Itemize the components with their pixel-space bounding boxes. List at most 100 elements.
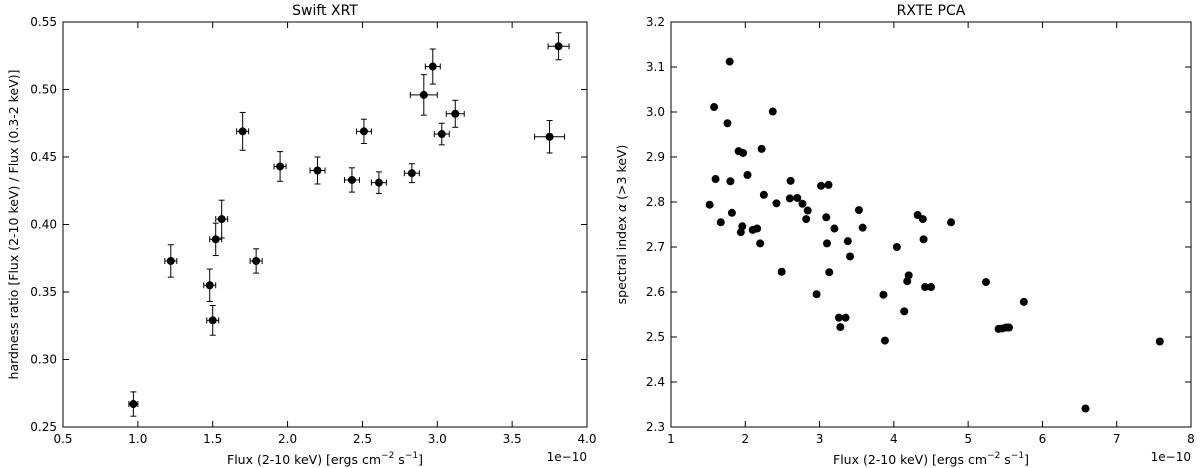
data-point <box>803 206 812 215</box>
data-point <box>370 171 387 194</box>
data-marker <box>843 237 852 246</box>
data-marker <box>777 267 786 276</box>
x-axis-label-superscript: −2 <box>987 451 1000 461</box>
data-marker <box>892 243 901 251</box>
data-point <box>919 235 928 244</box>
data-point <box>249 248 263 274</box>
x-axis-label: Flux (2-10 keV) [ergs cm−2 s−1] <box>833 451 1029 467</box>
y-tick-label: 0.45 <box>30 150 57 164</box>
data-point <box>858 223 867 232</box>
data-point <box>403 163 420 184</box>
data-marker <box>825 268 834 277</box>
data-point <box>879 290 888 299</box>
data-marker <box>846 252 855 261</box>
data-point <box>215 199 229 239</box>
x-tick-label: 7 <box>1113 432 1121 446</box>
data-marker <box>768 107 777 116</box>
x-tick-label: 6 <box>1039 432 1047 446</box>
y-axis-label: spectral index α (>3 keV) <box>614 145 629 305</box>
data-point <box>716 218 725 227</box>
data-marker <box>879 290 888 299</box>
x-offset-label: 1e−10 <box>547 450 587 464</box>
data-point <box>834 313 843 322</box>
data-marker <box>836 323 845 332</box>
data-point <box>725 57 734 66</box>
plot-frame <box>670 21 1192 428</box>
y-tick-label: 2.4 <box>646 375 665 389</box>
data-point <box>206 305 220 336</box>
data-point <box>786 176 795 185</box>
data-point <box>817 181 826 190</box>
y-tick-label: 0.55 <box>30 15 57 29</box>
data-point <box>830 224 839 233</box>
data-point <box>825 268 834 277</box>
data-marker <box>830 224 839 233</box>
plot-frame <box>62 21 588 428</box>
y-tick-label: 0.40 <box>30 218 57 232</box>
x-axis-label-part: Flux (2-10 keV) [ergs cm <box>833 452 987 467</box>
data-point <box>836 323 845 332</box>
data-point <box>547 32 570 61</box>
y-tick-label: 2.6 <box>646 285 665 299</box>
data-marker <box>554 42 563 51</box>
data-point <box>1081 404 1090 413</box>
data-point <box>128 391 139 417</box>
data-point <box>981 278 990 287</box>
x-axis-label-superscript: −1 <box>405 451 418 461</box>
data-point <box>445 99 465 128</box>
data-marker <box>710 103 719 112</box>
data-marker <box>918 215 927 224</box>
x-tick-label: 5 <box>964 432 972 446</box>
x-tick-label: 1.0 <box>128 432 147 446</box>
data-point <box>759 190 768 199</box>
data-marker <box>921 283 930 292</box>
data-point <box>927 283 935 292</box>
y-tick-label: 2.5 <box>646 330 665 344</box>
data-point <box>711 175 720 184</box>
data-marker <box>238 127 247 136</box>
data-point <box>757 144 766 153</box>
data-marker <box>208 316 217 325</box>
x-tick-label: 3.5 <box>503 432 522 446</box>
x-tick-label: 4.0 <box>577 432 596 446</box>
data-marker <box>252 256 261 265</box>
data-marker <box>785 194 794 203</box>
data-marker <box>276 162 285 171</box>
data-marker <box>705 200 714 209</box>
data-marker <box>798 199 807 208</box>
data-marker <box>759 190 768 199</box>
x-axis-label-part: ] <box>418 452 423 467</box>
y-tick-label: 0.25 <box>30 420 57 434</box>
y-axis-label-part: (>3 keV) <box>614 145 629 204</box>
x-axis-label-part: s <box>1000 452 1011 467</box>
data-marker <box>981 278 990 287</box>
data-marker <box>217 215 226 224</box>
data-marker <box>738 222 747 231</box>
x-tick-label: 4 <box>890 432 898 446</box>
y-tick-label: 0.50 <box>30 83 57 97</box>
x-tick-label: 3.0 <box>428 432 447 446</box>
data-marker <box>880 336 889 345</box>
data-marker <box>359 127 368 136</box>
data-marker <box>1005 323 1013 332</box>
data-point <box>843 237 852 246</box>
data-point <box>812 290 821 299</box>
data-marker <box>407 169 416 178</box>
x-axis-label-superscript: −2 <box>381 451 394 461</box>
x-axis-label-part: ] <box>1024 452 1029 467</box>
x-tick-label: 0.5 <box>53 432 72 446</box>
data-point <box>772 199 781 208</box>
data-marker <box>772 199 781 208</box>
data-marker <box>1019 297 1028 306</box>
data-marker <box>824 180 833 189</box>
data-point <box>823 239 831 248</box>
data-marker <box>727 208 736 217</box>
data-marker <box>211 235 220 244</box>
data-point <box>209 222 223 257</box>
data-point <box>753 224 762 233</box>
data-marker <box>739 148 748 157</box>
data-marker <box>900 307 909 316</box>
data-marker <box>834 313 843 322</box>
